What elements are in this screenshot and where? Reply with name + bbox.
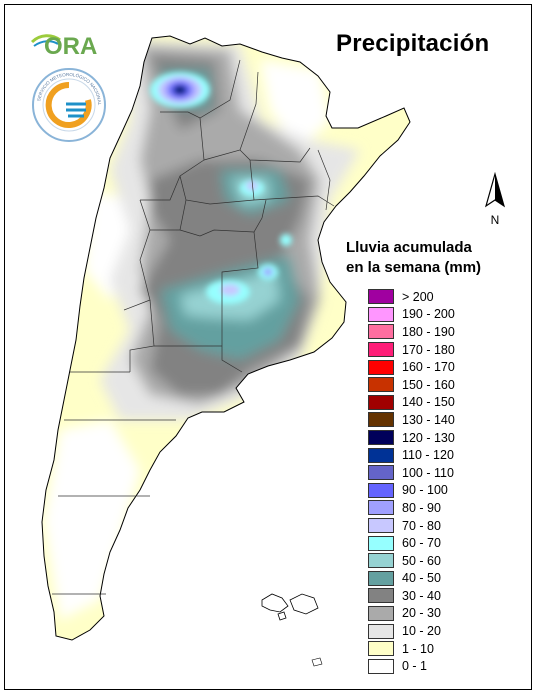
legend-item: 80 - 90	[368, 499, 455, 517]
legend-swatch	[368, 430, 394, 446]
legend-swatch	[368, 412, 394, 428]
legend-item: 10 - 20	[368, 622, 455, 640]
legend-swatch	[368, 641, 394, 657]
legend-swatch	[368, 482, 394, 498]
legend-item: > 200	[368, 288, 455, 306]
legend-swatch	[368, 394, 394, 410]
legend-label: 20 - 30	[402, 606, 441, 621]
malvinas-islands	[261, 593, 319, 621]
legend-swatch	[368, 553, 394, 569]
legend-swatch	[368, 447, 394, 463]
north-arrow-icon: N	[484, 172, 506, 227]
legend-label: 0 - 1	[402, 659, 428, 674]
legend-item: 0 - 1	[368, 657, 455, 675]
province-borders	[52, 59, 335, 595]
legend-item: 30 - 40	[368, 587, 455, 605]
legend-swatch	[368, 623, 394, 639]
legend-item: 110 - 120	[368, 446, 455, 464]
legend-swatch	[368, 465, 394, 481]
legend-item: 1 - 10	[368, 640, 455, 658]
legend-item: 190 - 200	[368, 306, 455, 324]
legend-swatch	[368, 306, 394, 322]
legend-label: 40 - 50	[402, 571, 441, 586]
legend-item: 70 - 80	[368, 517, 455, 535]
legend-label: 90 - 100	[402, 483, 448, 498]
legend-item: 180 - 190	[368, 323, 455, 341]
legend-label: > 200	[402, 289, 434, 304]
legend-label: 80 - 90	[402, 500, 441, 515]
legend-swatch	[368, 359, 394, 375]
legend-label: 120 - 130	[402, 430, 455, 445]
smn-seal-logo: SERVICIO METEOROLÓGICO NACIONAL · ARGENT…	[30, 66, 106, 142]
map-title: Precipitación	[336, 30, 490, 57]
legend-label: 160 - 170	[402, 360, 455, 375]
ora-logo: ORA	[30, 33, 97, 60]
legend-swatch	[368, 342, 394, 358]
ora-logo-text: ORA	[44, 33, 97, 60]
legend-item: 20 - 30	[368, 605, 455, 623]
legend-title-line1: Lluvia acumulada	[346, 239, 472, 256]
legend-label: 140 - 150	[402, 395, 455, 410]
legend-label: 10 - 20	[402, 624, 441, 639]
legend-item: 100 - 110	[368, 464, 455, 482]
legend-label: 180 - 190	[402, 324, 455, 339]
legend-swatch	[368, 535, 394, 551]
legend-label: 70 - 80	[402, 518, 441, 533]
north-label: N	[491, 213, 500, 227]
legend-label: 130 - 140	[402, 412, 455, 427]
legend-item: 60 - 70	[368, 534, 455, 552]
legend-title-line2: en la semana (mm)	[346, 259, 482, 276]
legend-label: 100 - 110	[402, 465, 454, 480]
legend-swatch	[368, 500, 394, 516]
legend-label: 170 - 180	[402, 342, 455, 357]
legend-swatch	[368, 658, 394, 674]
small-island	[311, 657, 323, 667]
legend-title: Lluvia acumulada en la semana (mm)	[346, 238, 481, 278]
legend-swatch	[368, 324, 394, 340]
legend-swatch	[368, 289, 394, 305]
legend-swatch	[368, 570, 394, 586]
legend-label: 1 - 10	[402, 641, 434, 656]
legend-label: 190 - 200	[402, 307, 455, 322]
legend-label: 50 - 60	[402, 553, 441, 568]
legend-label: 60 - 70	[402, 536, 441, 551]
legend-item: 50 - 60	[368, 552, 455, 570]
legend-item: 90 - 100	[368, 482, 455, 500]
legend-label: 150 - 160	[402, 377, 455, 392]
country-outline	[41, 35, 411, 641]
legend-label: 30 - 40	[402, 588, 441, 603]
legend-item: 120 - 130	[368, 429, 455, 447]
legend-swatch	[368, 588, 394, 604]
legend-swatch	[368, 518, 394, 534]
legend-item: 160 - 170	[368, 358, 455, 376]
legend: > 200 190 - 200 180 - 190 170 - 180 160 - 17…	[368, 288, 455, 675]
legend-item: 40 - 50	[368, 570, 455, 588]
legend-item: 150 - 160	[368, 376, 455, 394]
legend-swatch	[368, 605, 394, 621]
legend-label: 110 - 120	[402, 448, 454, 463]
legend-swatch	[368, 377, 394, 393]
legend-item: 170 - 180	[368, 341, 455, 359]
legend-item: 130 - 140	[368, 411, 455, 429]
legend-item: 140 - 150	[368, 394, 455, 412]
